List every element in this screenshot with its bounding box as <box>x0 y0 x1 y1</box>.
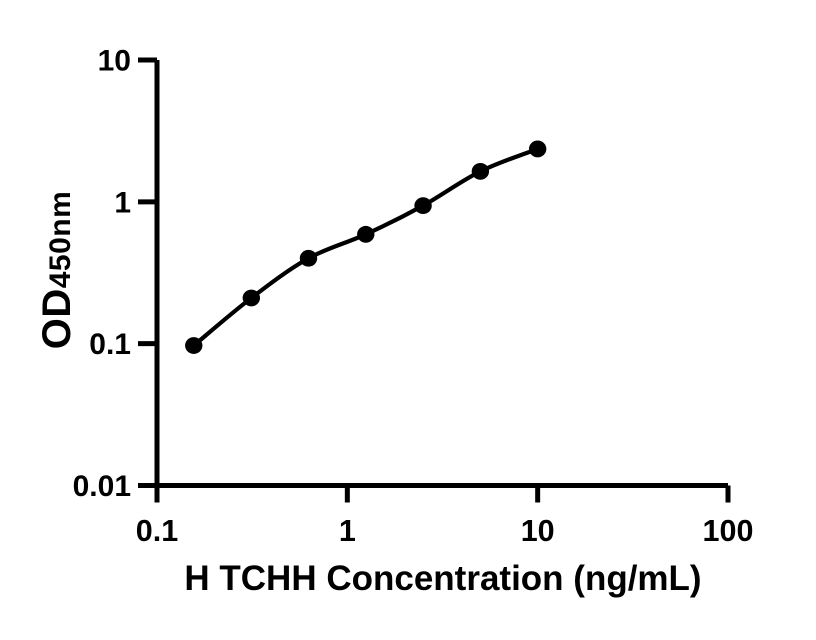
x-tick-label: 100 <box>703 514 754 548</box>
y-axis-title: OD450nm <box>35 80 79 460</box>
x-tick-label: 1 <box>339 514 356 548</box>
y-tick-label: 10 <box>98 45 131 78</box>
y-tick-label: 1 <box>114 186 131 219</box>
y-axis-title-main: OD <box>35 288 79 350</box>
y-tick-label: 0.01 <box>73 470 131 503</box>
data-point <box>471 162 490 180</box>
data-point <box>185 337 203 354</box>
data-point <box>242 289 261 307</box>
data-point <box>299 249 318 267</box>
fit-line <box>192 146 539 348</box>
data-point <box>414 197 432 215</box>
y-axis-title-sub: 450nm <box>44 190 77 289</box>
data-point <box>357 225 375 243</box>
x-tick-label: 10 <box>521 514 555 548</box>
data-point <box>528 140 547 158</box>
x-axis-title: H TCHH Concentration (ng/mL) <box>184 559 702 598</box>
x-tick-label: 0.1 <box>136 514 178 548</box>
y-tick-label: 0.1 <box>89 328 131 361</box>
